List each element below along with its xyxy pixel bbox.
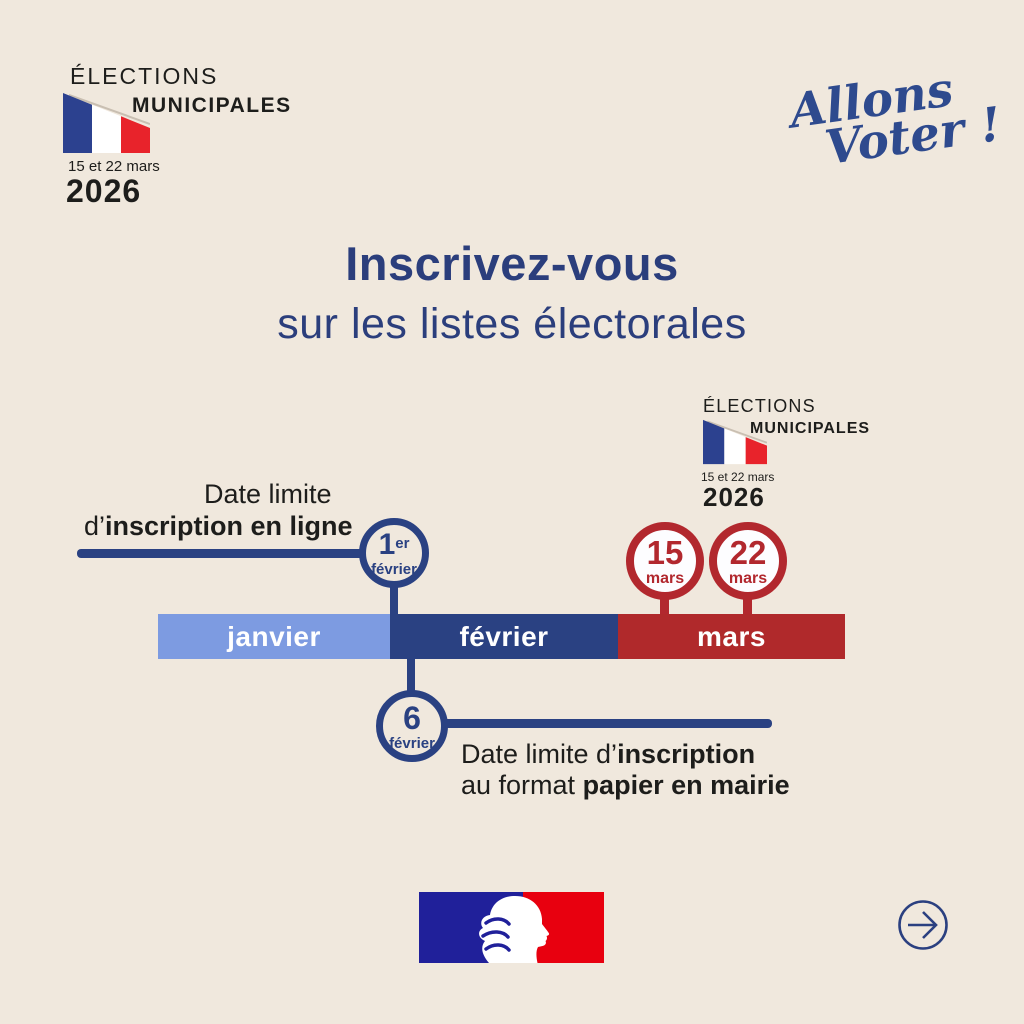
municipales-label: MUNICIPALES <box>750 420 871 437</box>
paper-deadline-stem <box>407 659 415 692</box>
allons-voter-logo: Allons Voter ! <box>786 60 1007 176</box>
election-year-label: 2026 <box>703 482 765 512</box>
title-line1: Inscrivez-vous <box>345 237 679 290</box>
month-label-fevrier: février <box>459 620 549 652</box>
election-dates-label: 15 et 22 mars <box>701 470 775 484</box>
online-deadline-caption-line2: d’inscription en ligne <box>84 511 353 541</box>
milestone-day: 22 <box>729 533 767 571</box>
timeline-months-bar: janvier février mars <box>158 614 845 659</box>
elections-label: ÉLECTIONS <box>703 396 816 416</box>
french-flag-icon <box>63 93 150 153</box>
milestone-circle-6-fevrier: 6 février <box>376 690 448 762</box>
online-deadline-connector-line <box>77 549 364 558</box>
milestone-month: février <box>389 734 435 752</box>
milestone-day: 15 <box>646 533 684 571</box>
circled-arrow-right-icon <box>898 900 948 950</box>
milestone-month: mars <box>728 569 768 587</box>
municipales-label: MUNICIPALES <box>132 94 292 117</box>
marianne-republique-icon <box>419 892 604 963</box>
milestone-month: mars <box>645 569 685 587</box>
paper-deadline-caption-line1: Date limite d’inscription <box>461 739 756 769</box>
election-year-label: 2026 <box>66 173 142 209</box>
title-line2: sur les listes électorales <box>277 300 747 348</box>
next-arrow-button[interactable] <box>897 899 949 951</box>
milestone-day: 6 <box>403 699 421 736</box>
month-label-mars: mars <box>697 620 766 652</box>
milestone-circle-1er-fevrier: 1er février <box>359 518 429 588</box>
page-title: Inscrivez-vous sur les listes électorale… <box>0 236 1024 349</box>
timeline-bar-janvier: janvier <box>158 614 390 659</box>
month-label-janvier: janvier <box>227 620 321 652</box>
online-deadline-caption-line1: Date limite <box>204 479 332 509</box>
election-dates-label: 15 et 22 mars <box>68 158 160 175</box>
elections-label: ÉLECTIONS <box>70 63 219 89</box>
milestone-circle-22-mars: 22 mars <box>709 522 787 600</box>
timeline-bar-fevrier: février <box>390 614 618 659</box>
round1-stem <box>660 596 669 614</box>
paper-deadline-connector-line <box>443 719 772 728</box>
milestone-month: février <box>371 560 417 578</box>
french-flag-icon <box>703 419 767 465</box>
round2-stem <box>743 596 752 614</box>
milestone-circle-15-mars: 15 mars <box>626 522 704 600</box>
elections-municipales-logo-top: ÉLECTIONS MUNICIPALES 15 et 22 mars 2026 <box>63 63 343 213</box>
paper-deadline-caption-line2: au format papier en mairie <box>461 770 790 800</box>
online-deadline-stem <box>390 585 398 614</box>
milestone-day: 1er <box>378 527 410 561</box>
timeline-bar-mars: mars <box>618 614 845 659</box>
elections-municipales-logo-timeline: ÉLECTIONS MUNICIPALES 15 et 22 mars 2026 <box>700 396 900 512</box>
